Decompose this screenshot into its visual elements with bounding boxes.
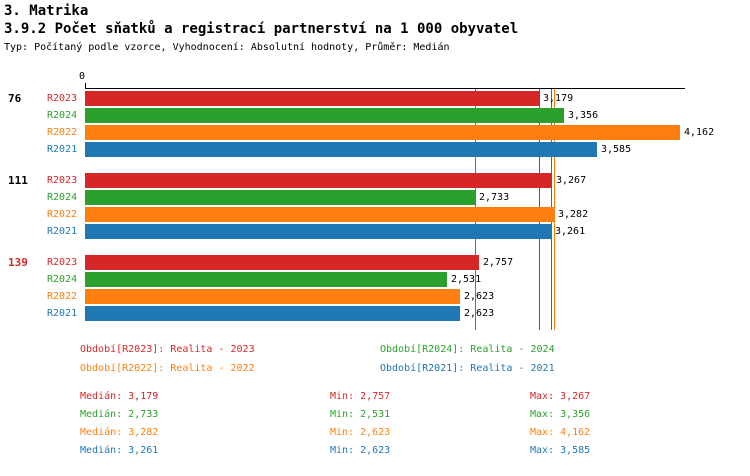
series-label: R2024 [47,192,78,203]
value-label: 3,267 [556,175,587,186]
legend-item: Období[R2024]: Realita - 2024 [380,344,555,355]
value-label: 4,162 [684,127,715,138]
bar-R2024 [85,108,564,123]
bar-R2022 [85,207,554,222]
stat-median: Medián: 2,733 [80,409,159,420]
bar-R2022 [85,289,460,304]
value-label: 2,757 [483,257,514,268]
stat-median: Medián: 3,261 [80,445,159,456]
bar-R2023 [85,91,539,106]
series-label: R2023 [47,93,78,104]
value-label: 3,356 [568,110,599,121]
series-label: R2021 [47,308,78,319]
chart-meta: Typ: Počítaný podle vzorce, Vyhodnocení:… [4,42,450,53]
series-label: R2024 [47,274,78,285]
x-axis-origin-label: 0 [79,71,86,82]
bar-chart: 0 76 R2023 3,179 R2024 3,356 R2022 4,162 R2021 3,… [0,71,750,340]
series-label: R2021 [47,144,78,155]
x-axis-line [85,88,685,89]
value-label: 2,733 [479,192,510,203]
stat-max: Max: 3,267 [530,391,591,402]
stat-max: Max: 3,356 [530,409,591,420]
bar-R2021 [85,224,551,239]
stat-min: Min: 2,623 [330,427,391,438]
value-label: 2,623 [464,308,495,319]
stat-median: Medián: 3,282 [80,427,159,438]
legend-item: Období[R2022]: Realita - 2022 [80,363,255,374]
stat-max: Max: 3,585 [530,445,591,456]
stat-min: Min: 2,757 [330,391,391,402]
x-axis-tick [85,83,86,88]
bar-R2023 [85,173,552,188]
group-label: 111 [8,174,28,187]
bar-R2024 [85,190,475,205]
series-label: R2023 [47,175,78,186]
group-label: 139 [8,256,28,269]
bar-R2021 [85,142,597,157]
chart-subtitle: 3.9.2 Počet sňatků a registrací partners… [4,21,519,37]
value-label: 2,531 [451,274,482,285]
stat-median: Medián: 3,179 [80,391,159,402]
value-label: 3,282 [558,209,589,220]
value-label: 3,179 [543,93,574,104]
page-title: 3. Matrika [4,3,89,19]
stats-table: Medián: 3,179 Min: 2,757 Max: 3,267 Medián:… [80,391,590,457]
stat-min: Min: 2,623 [330,445,391,456]
legend-item: Období[R2023]: Realita - 2023 [80,344,255,355]
series-label: R2022 [47,209,78,220]
legend-item: Období[R2021]: Realita - 2021 [380,363,555,374]
bar-R2021 [85,306,460,321]
series-label: R2023 [47,257,78,268]
bar-R2022 [85,125,680,140]
legend: Období[R2023]: Realita - 2023 Období[R202… [80,344,555,375]
value-label: 3,585 [601,144,632,155]
stat-min: Min: 2,531 [330,409,391,420]
bar-R2024 [85,272,447,287]
series-label: R2022 [47,291,78,302]
value-label: 2,623 [464,291,495,302]
series-label: R2022 [47,127,78,138]
value-label: 3,261 [555,226,586,237]
series-label: R2021 [47,226,78,237]
group-label: 76 [8,92,22,105]
stat-max: Max: 4,162 [530,427,591,438]
median-line [554,89,555,330]
bar-R2023 [85,255,479,270]
series-label: R2024 [47,110,78,121]
